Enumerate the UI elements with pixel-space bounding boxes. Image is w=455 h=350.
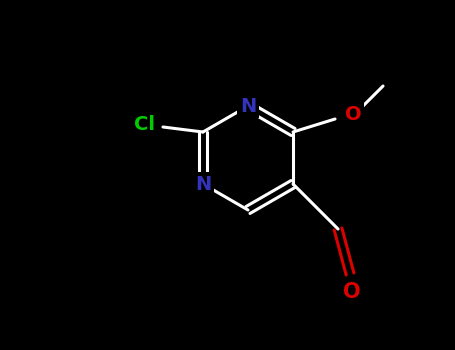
Text: O: O [343,282,361,302]
Text: O: O [345,105,361,124]
Text: Cl: Cl [135,114,156,133]
Text: N: N [240,97,256,116]
Text: N: N [195,175,211,194]
